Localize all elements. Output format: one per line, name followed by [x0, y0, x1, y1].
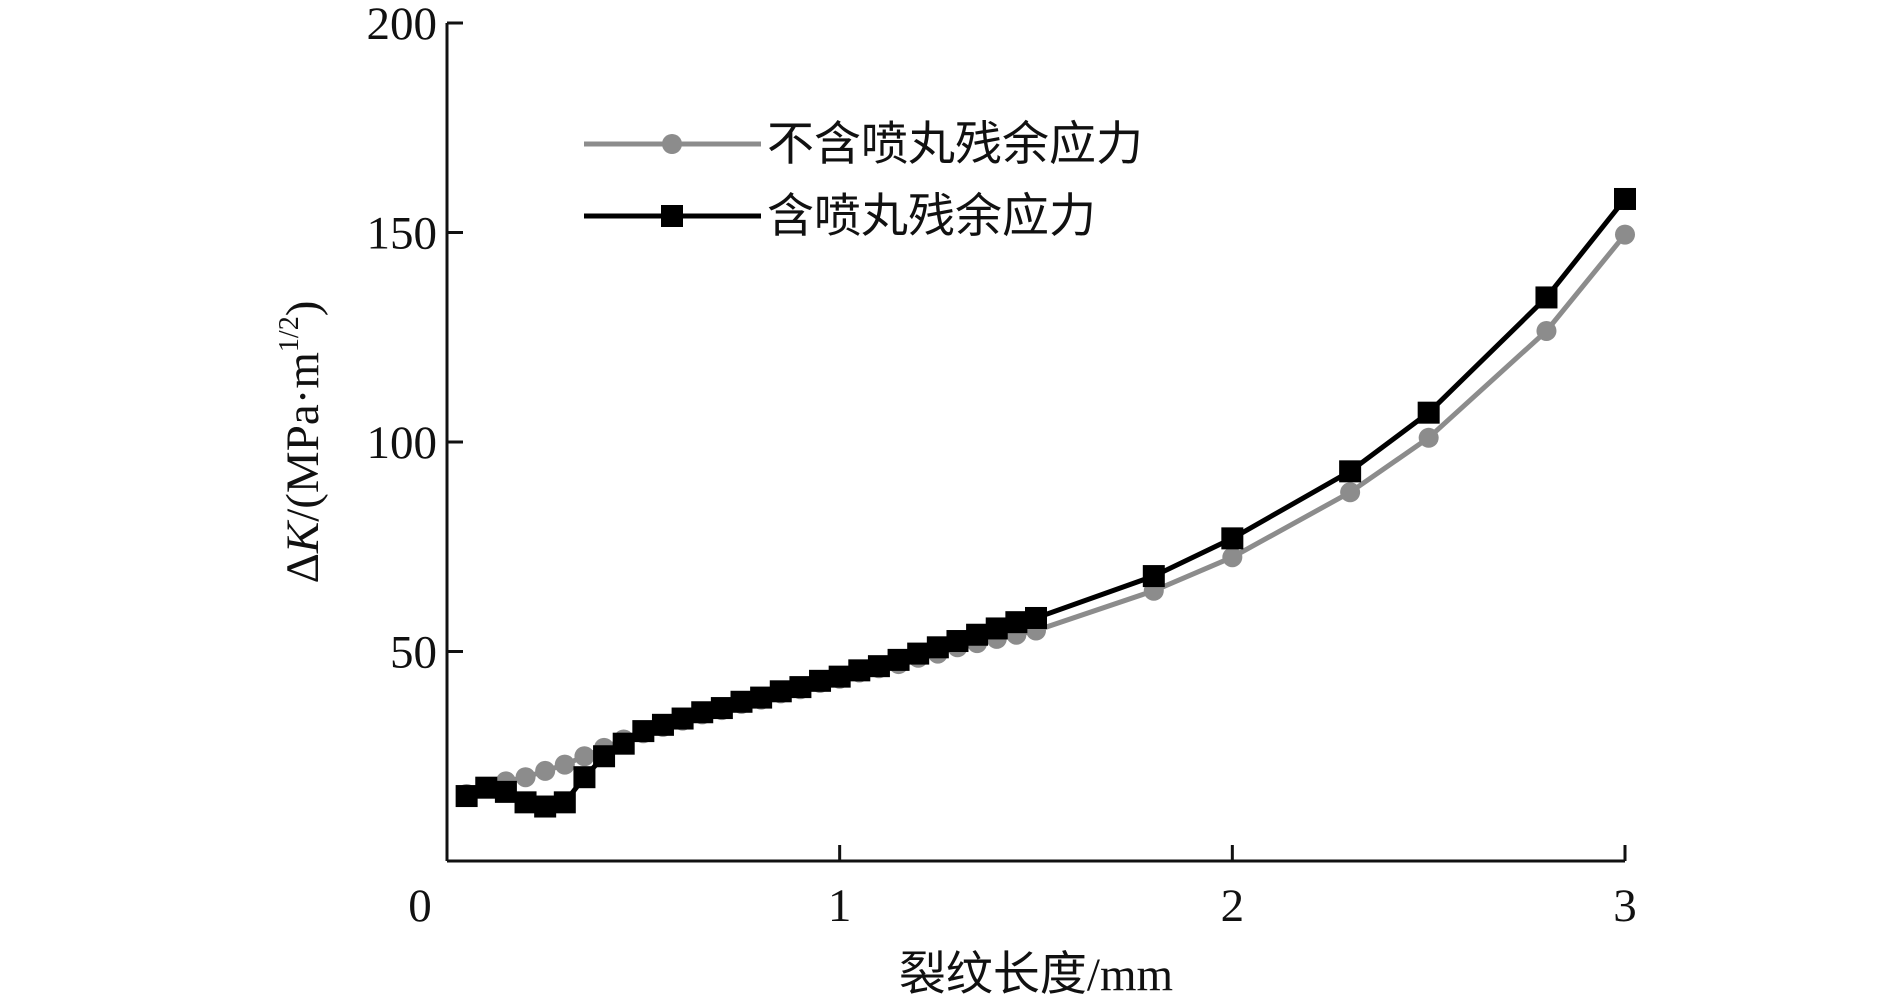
series-line	[465, 197, 1627, 810]
legend-label: 含喷丸残余应力	[767, 191, 1096, 243]
y-tick-label: 150	[367, 208, 438, 260]
data-point	[867, 655, 890, 678]
series-line	[465, 233, 1627, 797]
data-point	[1142, 565, 1165, 588]
y-label-part: )	[277, 301, 329, 317]
data-point	[573, 766, 596, 789]
y-axis-label: ΔK/(MPa·m1/2)	[274, 301, 329, 584]
x-tick-label: 3	[1613, 880, 1637, 932]
data-point	[789, 676, 812, 699]
data-point	[612, 732, 635, 755]
data-point	[710, 697, 733, 720]
data-point	[455, 785, 478, 808]
legend-label: 不含喷丸残余应力	[767, 119, 1143, 171]
data-point	[632, 720, 655, 743]
data-point	[1221, 527, 1244, 550]
data-point	[730, 690, 753, 713]
data-point	[769, 680, 792, 703]
data-point	[848, 659, 871, 682]
data-point	[574, 746, 595, 767]
data-point	[985, 617, 1008, 640]
data-point	[809, 669, 832, 692]
legend-marker	[661, 205, 683, 227]
data-point	[494, 780, 517, 803]
data-point	[1418, 427, 1439, 448]
y-tick-label: 50	[390, 627, 437, 679]
data-point	[966, 623, 989, 646]
data-point	[946, 630, 969, 653]
y-tick-label: 200	[367, 0, 438, 50]
x-axis-label: 裂纹长度/mm	[899, 949, 1173, 1001]
data-point	[691, 701, 714, 724]
y-label-part: /(MPa·m	[277, 352, 329, 522]
data-point	[1417, 401, 1440, 424]
data-point	[907, 642, 930, 665]
x-tick-label: 0	[408, 880, 432, 932]
x-tick-label: 1	[828, 880, 852, 932]
data-point	[593, 745, 616, 768]
data-point	[887, 648, 910, 671]
data-point	[535, 760, 556, 781]
data-point	[926, 636, 949, 659]
data-point	[828, 665, 851, 688]
data-point	[1535, 286, 1558, 309]
legend-marker	[662, 134, 682, 154]
data-point	[1005, 611, 1028, 634]
data-point	[750, 686, 773, 709]
data-point	[1614, 187, 1636, 210]
y-label-part: Δ	[277, 553, 329, 583]
data-point	[514, 791, 537, 814]
y-label-part: 1/2	[274, 316, 305, 352]
data-point	[671, 707, 694, 730]
y-label-part: K	[277, 519, 329, 554]
data-point	[1222, 547, 1243, 568]
data-point	[553, 791, 576, 814]
data-point	[1025, 606, 1047, 629]
y-tick-label: 100	[367, 417, 438, 469]
data-point	[515, 767, 536, 788]
data-point	[1340, 482, 1361, 503]
data-point	[1615, 224, 1635, 245]
data-point	[554, 754, 575, 775]
data-point	[475, 776, 498, 799]
data-point	[534, 795, 557, 818]
data-point	[1536, 320, 1557, 341]
data-point	[651, 713, 674, 736]
x-tick-label: 2	[1221, 880, 1245, 932]
data-point	[1339, 460, 1362, 483]
